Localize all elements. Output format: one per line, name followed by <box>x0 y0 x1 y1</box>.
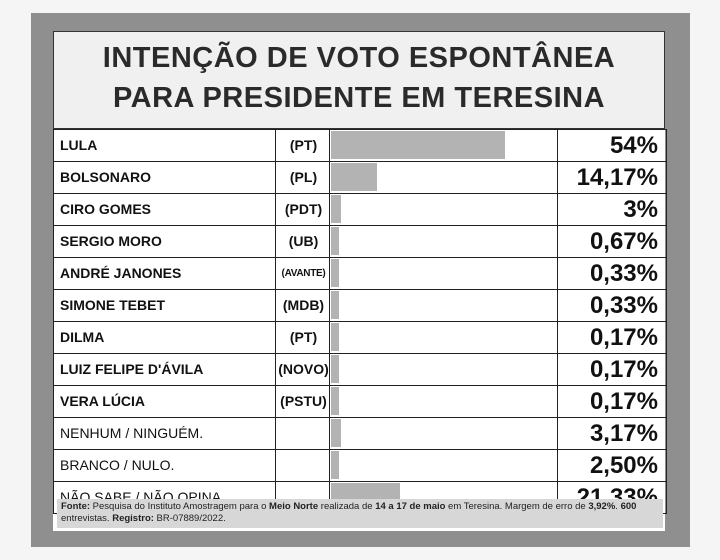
bar <box>331 227 339 255</box>
footnote: Fonte: Pesquisa do Instituto Amostragem … <box>57 499 663 528</box>
bar-cell <box>330 162 558 193</box>
footnote-text-1: Pesquisa do Instituto Amostragem para o <box>90 501 270 512</box>
table-row: SERGIO MORO (UB) 0,67% <box>54 226 666 258</box>
party-label: (PDT) <box>278 194 330 225</box>
bar-cell <box>330 258 558 289</box>
bar-cell <box>330 194 558 225</box>
value-label: 0,33% <box>589 260 658 287</box>
bar <box>331 419 342 447</box>
category-label: CIRO GOMES <box>54 194 276 225</box>
footnote-text-4: . <box>615 501 621 512</box>
footnote-text-2: realizada de <box>318 501 376 512</box>
bar <box>331 259 339 287</box>
title-box: INTENÇÃO DE VOTO ESPONTÂNEA PARA PRESIDE… <box>53 31 665 129</box>
value-label: 0,17% <box>589 356 658 383</box>
value-label: 0,17% <box>589 324 658 351</box>
bar-cell <box>330 354 558 385</box>
category-label: VERA LÚCIA <box>54 386 276 417</box>
footnote-source-label: Fonte: <box>61 501 91 512</box>
table-row: LUIZ FELIPE D'ÁVILA (NOVO) 0,17% <box>54 354 666 386</box>
bar <box>331 323 339 351</box>
value-label: 2,50% <box>589 452 658 479</box>
party-label: (AVANTE) <box>278 258 330 289</box>
value-label: 14,17% <box>576 164 658 191</box>
party-label <box>278 418 330 449</box>
table-row: ANDRÉ JANONES (AVANTE) 0,33% <box>54 258 666 290</box>
bar <box>331 163 377 191</box>
table-row: BOLSONARO (PL) 14,17% <box>54 162 666 194</box>
results-table: LULA (PT) 54% BOLSONARO (PL) 14,17% CIRO GOMES… <box>53 129 667 514</box>
bar-cell <box>330 290 558 321</box>
bar <box>331 131 506 159</box>
footnote-margin: 3,92% <box>588 501 616 512</box>
chart-title-line-1: INTENÇÃO DE VOTO ESPONTÂNEA <box>102 42 616 74</box>
party-label: (PSTU) <box>278 386 330 417</box>
bar <box>331 387 339 415</box>
party-label: (NOVO) <box>278 354 330 385</box>
chart-panel: INTENÇÃO DE VOTO ESPONTÂNEA PARA PRESIDE… <box>53 31 667 531</box>
value-label: 0,33% <box>589 292 658 319</box>
table-row: SIMONE TEBET (MDB) 0,33% <box>54 290 666 322</box>
category-label: NENHUM / NINGUÉM. <box>54 418 276 449</box>
bar <box>331 355 339 383</box>
bar <box>331 195 341 223</box>
party-label: (UB) <box>278 226 330 257</box>
table-row: VERA LÚCIA (PSTU) 0,17% <box>54 386 666 418</box>
party-label: (PT) <box>278 130 330 161</box>
table-row: NENHUM / NINGUÉM. 3,17% <box>54 418 666 450</box>
category-label: BRANCO / NULO. <box>54 450 276 481</box>
footnote-sample: 600 <box>620 501 637 512</box>
category-label: DILMA <box>54 322 276 353</box>
party-label: (MDB) <box>278 290 330 321</box>
bar-cell <box>330 450 558 481</box>
bar <box>331 291 339 319</box>
party-label: (PT) <box>278 322 330 353</box>
footnote-registro-label: Registro: <box>112 513 154 524</box>
footnote-dates: 14 a 17 de maio <box>375 501 446 512</box>
chart-title-line-2: PARA PRESIDENTE EM TERESINA <box>112 82 606 114</box>
category-label: SIMONE TEBET <box>54 290 276 321</box>
category-label: ANDRÉ JANONES <box>54 258 276 289</box>
bar-cell <box>330 226 558 257</box>
value-label: 3,17% <box>589 420 658 447</box>
bar <box>331 451 340 479</box>
table-row: BRANCO / NULO. 2,50% <box>54 450 666 482</box>
table-row: LULA (PT) 54% <box>54 130 666 162</box>
category-label: LUIZ FELIPE D'ÁVILA <box>54 354 276 385</box>
footnote-client: Meio Norte <box>269 501 319 512</box>
party-label <box>278 482 330 513</box>
bar-cell <box>330 418 558 449</box>
category-label: SERGIO MORO <box>54 226 276 257</box>
party-label <box>278 450 330 481</box>
bar-cell <box>330 130 558 161</box>
table-row: CIRO GOMES (PDT) 3% <box>54 194 666 226</box>
footnote-text-3: em Teresina. Margem de erro de <box>445 501 589 512</box>
value-label: 0,17% <box>589 388 658 415</box>
party-label: (PL) <box>278 162 330 193</box>
category-label: BOLSONARO <box>54 162 276 193</box>
bar-cell <box>330 322 558 353</box>
category-label: LULA <box>54 130 276 161</box>
value-label: 54% <box>609 132 658 159</box>
footnote-registro: BR-07889/2022. <box>153 513 226 524</box>
value-label: 0,67% <box>589 228 658 255</box>
footnote-text-5: entrevistas. <box>61 513 113 524</box>
bar-cell <box>330 386 558 417</box>
value-label: 3% <box>623 196 658 223</box>
table-row: DILMA (PT) 0,17% <box>54 322 666 354</box>
